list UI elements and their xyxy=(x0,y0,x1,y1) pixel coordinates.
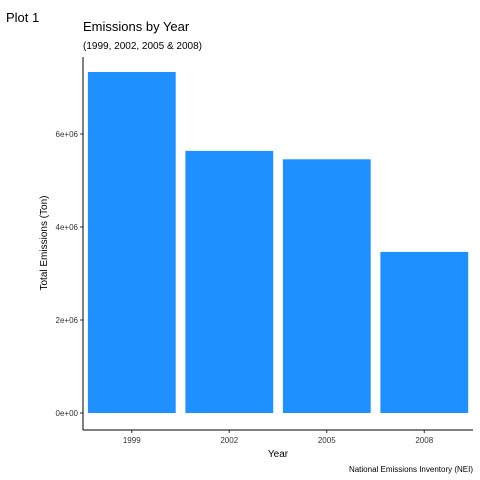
y-tick-label-3: 6e+06 xyxy=(56,130,79,139)
x-axis-ticks: 1999 2002 2005 2008 xyxy=(123,430,434,445)
x-tick-label-2002: 2002 xyxy=(220,436,238,445)
bars-group xyxy=(88,72,468,413)
chart-caption: National Emissions Inventory (NEI) xyxy=(349,465,473,474)
y-axis-label: Total Emissions (Ton) xyxy=(39,195,50,290)
bar-2002 xyxy=(185,151,273,413)
y-axis-ticks: 0e+00 2e+06 4e+06 6e+06 xyxy=(56,130,83,418)
y-tick-label-0: 0e+00 xyxy=(56,409,79,418)
x-tick-label-2008: 2008 xyxy=(415,436,433,445)
bar-2005 xyxy=(283,159,371,413)
chart-title: Emissions by Year xyxy=(83,19,190,34)
y-tick-label-2: 4e+06 xyxy=(56,223,79,232)
y-tick-label-1: 2e+06 xyxy=(56,316,79,325)
bar-1999 xyxy=(88,72,176,413)
x-axis-label: Year xyxy=(268,449,289,460)
chart-subtitle: (1999, 2002, 2005 & 2008) xyxy=(83,41,202,52)
plot-tag: Plot 1 xyxy=(6,10,39,25)
x-tick-label-1999: 1999 xyxy=(123,436,141,445)
x-tick-label-2005: 2005 xyxy=(318,436,336,445)
bar-2008 xyxy=(380,252,468,413)
